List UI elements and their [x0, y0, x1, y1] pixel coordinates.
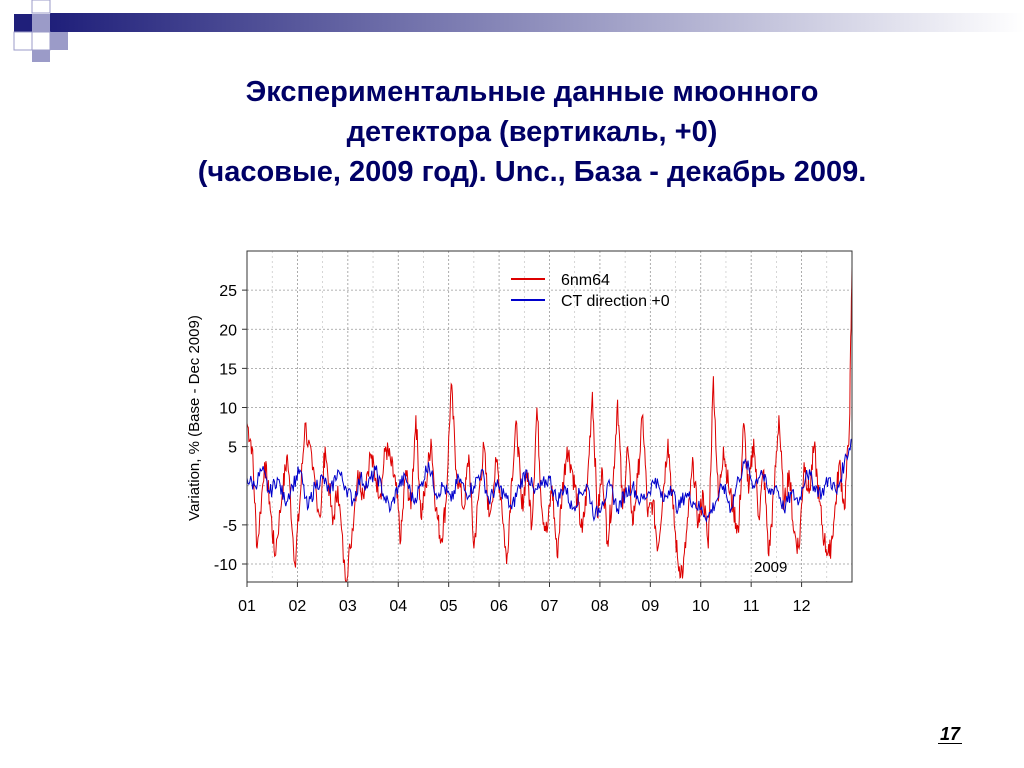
decoration-square — [31, 0, 51, 14]
x-tick-label: 09 — [641, 598, 659, 615]
x-tick-label: 02 — [289, 598, 307, 615]
y-axis-label: Variation, % (Base - Dec 2009) — [186, 315, 203, 521]
grid-lines — [246, 251, 852, 582]
x-tick-label: 06 — [490, 598, 508, 615]
y-tick-label: 15 — [219, 361, 237, 378]
legend-label-6nm64: 6nm64 — [561, 272, 610, 289]
year-annotation: 2009 — [754, 559, 787, 576]
y-tick-label: 25 — [219, 283, 237, 300]
slide-title: Экспериментальные данные мюонного детект… — [0, 72, 1024, 192]
decoration-square — [32, 14, 50, 32]
x-axis: 01 02 03 04 05 06 07 08 09 10 11 12 — [238, 582, 811, 615]
x-tick-label: 05 — [440, 598, 458, 615]
x-tick-label: 04 — [389, 598, 407, 615]
title-line-2: детектора (вертикаль, +0) — [346, 116, 718, 148]
y-tick-label: 20 — [219, 322, 237, 339]
series-line-ct-direction — [246, 438, 853, 523]
corner-decoration — [13, 0, 1024, 62]
series-lines — [246, 266, 853, 583]
y-tick-label: -5 — [223, 518, 237, 535]
y-tick-label: 10 — [219, 401, 237, 418]
decoration-bar — [50, 13, 1024, 32]
x-tick-label: 11 — [743, 598, 760, 615]
x-tick-label: 08 — [591, 598, 609, 615]
x-tick-label: 12 — [793, 598, 811, 615]
x-tick-label: 01 — [238, 598, 256, 615]
series-line-6nm64 — [246, 266, 853, 583]
decoration-square — [32, 50, 50, 62]
x-tick-label: 10 — [692, 598, 710, 615]
page-number: 17 — [930, 724, 970, 745]
y-tick-label: -10 — [214, 557, 237, 574]
title-line-1: Экспериментальные данные мюонного — [245, 76, 819, 108]
y-axis: 25 20 15 10 5 -5 -10 — [214, 283, 247, 574]
decoration-square — [50, 32, 68, 50]
legend-label-ct-direction: CT direction +0 — [561, 293, 670, 310]
y-tick-label: 5 — [228, 440, 237, 457]
title-line-3: (часовые, 2009 год). Unc., База - декабр… — [197, 156, 867, 188]
decoration-square — [14, 14, 32, 32]
legend: 6nm64 CT direction +0 — [511, 272, 670, 310]
x-tick-label: 03 — [339, 598, 357, 615]
x-tick-label: 07 — [541, 598, 559, 615]
